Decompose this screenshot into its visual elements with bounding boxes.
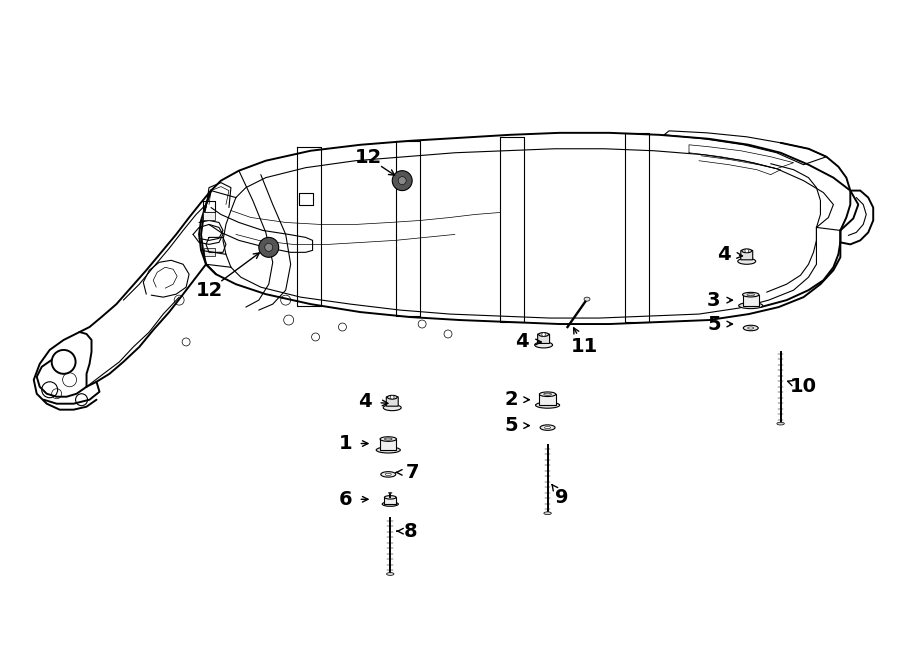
Ellipse shape: [742, 249, 751, 253]
Text: 2: 2: [505, 390, 518, 409]
Circle shape: [265, 244, 273, 252]
Text: 5: 5: [505, 416, 518, 435]
Ellipse shape: [381, 471, 396, 477]
Ellipse shape: [544, 426, 551, 429]
Polygon shape: [539, 395, 556, 405]
Text: 8: 8: [403, 522, 417, 541]
Ellipse shape: [743, 325, 758, 331]
Ellipse shape: [544, 512, 552, 514]
Text: 6: 6: [338, 490, 352, 509]
Text: 4: 4: [717, 245, 731, 264]
Polygon shape: [380, 439, 397, 450]
Ellipse shape: [380, 437, 397, 442]
Text: 4: 4: [358, 392, 373, 411]
Ellipse shape: [384, 496, 396, 499]
Text: 12: 12: [195, 281, 222, 300]
Circle shape: [745, 249, 749, 253]
Ellipse shape: [739, 303, 763, 308]
Circle shape: [398, 177, 406, 185]
Ellipse shape: [742, 293, 759, 297]
Polygon shape: [203, 213, 215, 220]
Text: 3: 3: [707, 291, 721, 310]
FancyBboxPatch shape: [386, 397, 398, 406]
Ellipse shape: [385, 473, 392, 475]
Ellipse shape: [738, 258, 756, 264]
Ellipse shape: [383, 404, 401, 410]
Ellipse shape: [747, 293, 754, 296]
Ellipse shape: [544, 393, 552, 395]
Ellipse shape: [535, 342, 553, 348]
Polygon shape: [742, 295, 759, 306]
Ellipse shape: [777, 422, 784, 425]
Polygon shape: [204, 248, 215, 256]
Text: 5: 5: [707, 314, 721, 334]
Text: 4: 4: [515, 332, 528, 352]
Ellipse shape: [386, 573, 394, 575]
Text: 7: 7: [405, 463, 418, 482]
Ellipse shape: [382, 502, 399, 506]
Ellipse shape: [538, 332, 549, 336]
Ellipse shape: [748, 327, 753, 329]
Text: 1: 1: [338, 434, 352, 453]
Ellipse shape: [539, 392, 556, 397]
FancyBboxPatch shape: [741, 250, 752, 260]
Text: 12: 12: [355, 148, 382, 167]
Ellipse shape: [376, 447, 400, 453]
Polygon shape: [384, 497, 396, 504]
Text: 9: 9: [554, 488, 568, 507]
Ellipse shape: [536, 402, 560, 408]
Text: 11: 11: [571, 338, 598, 356]
Circle shape: [542, 333, 545, 336]
Circle shape: [391, 395, 394, 399]
Circle shape: [392, 171, 412, 191]
Ellipse shape: [584, 297, 590, 301]
Text: 10: 10: [790, 377, 817, 397]
Circle shape: [259, 238, 279, 258]
Ellipse shape: [384, 438, 392, 440]
Ellipse shape: [540, 425, 555, 430]
Ellipse shape: [387, 395, 397, 399]
FancyBboxPatch shape: [537, 334, 550, 344]
